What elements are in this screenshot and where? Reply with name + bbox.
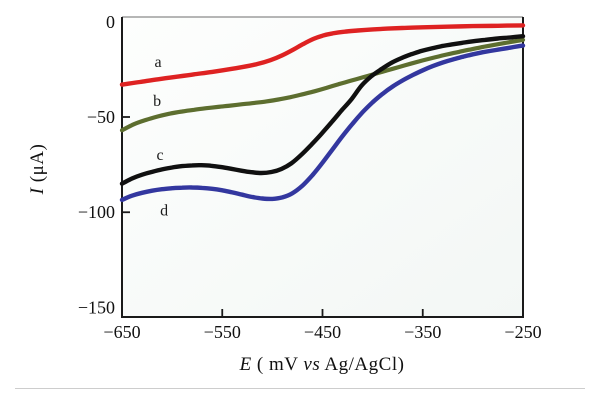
x-tick-label: −350 (404, 322, 441, 342)
x-tick-label: −250 (504, 322, 541, 342)
x-axis-title-vs: vs (303, 354, 321, 375)
curve-d (119, 43, 526, 203)
x-axis-title-reference: Ag/AgCl) (320, 354, 405, 375)
y-axis-title-unit: (μA) (27, 143, 48, 188)
curve-label-d: d (160, 202, 168, 219)
x-axis-title: E ( mV vs Ag/AgCl) (162, 354, 482, 376)
x-tick-label: −650 (103, 322, 140, 342)
x-tick-label: −450 (304, 322, 341, 342)
curve-b (119, 37, 526, 133)
curve-label-c: c (157, 147, 164, 164)
x-axis-title-symbol: E (239, 354, 252, 375)
y-axis-title: I (μA) (27, 89, 49, 249)
page-rule-line (15, 388, 585, 389)
y-tick-label: −50 (87, 107, 115, 127)
y-tick-label: 0 (106, 12, 115, 32)
curve-label-a: a (155, 54, 162, 71)
x-axis-title-mid: ( mV (251, 354, 304, 375)
y-tick-label: −100 (78, 202, 115, 222)
y-axis-title-symbol: I (27, 187, 48, 195)
x-tick-label: −550 (204, 322, 241, 342)
curve-label-b: b (153, 93, 161, 110)
y-tick-label: −150 (78, 297, 115, 317)
curve-c (119, 34, 526, 186)
curve-a (119, 23, 526, 87)
